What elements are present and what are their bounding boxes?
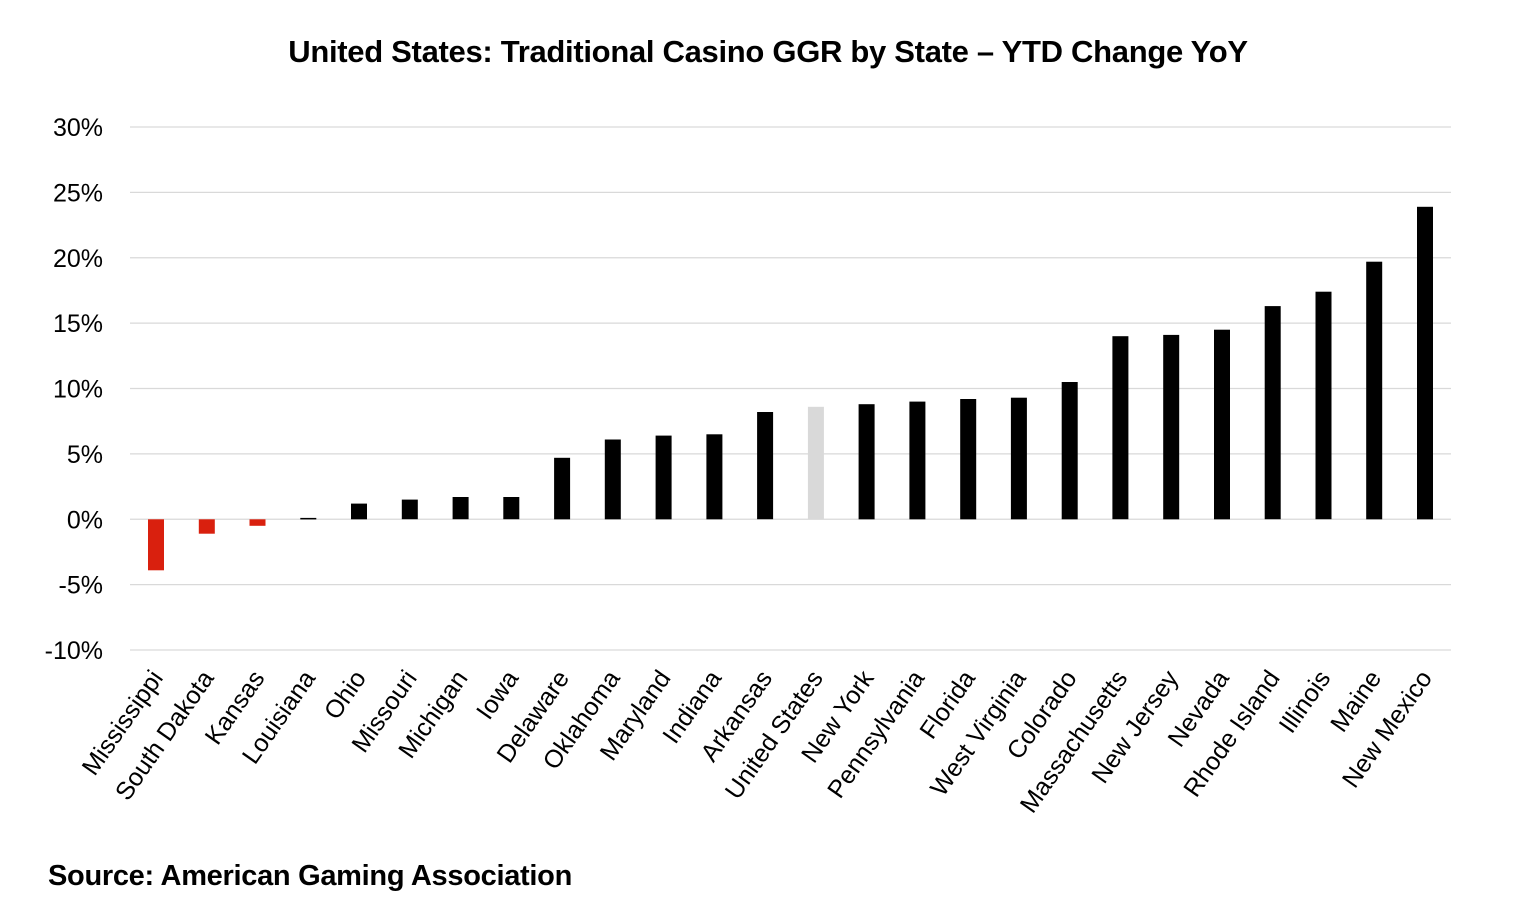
bar-new-mexico [1417, 206, 1433, 520]
source-note: Source: American Gaming Association [48, 860, 572, 892]
y-tick-label: 15% [53, 310, 103, 338]
x-tick-label: Illinois [1274, 665, 1337, 738]
y-tick-label: 5% [67, 441, 103, 469]
bar-arkansas [757, 412, 774, 520]
y-tick-label: 20% [53, 245, 103, 273]
bar-florida [960, 399, 977, 520]
bar-mississippi [148, 519, 164, 571]
bar-maine [1366, 261, 1383, 520]
bar-south-dakota [198, 519, 215, 534]
bar-oklahoma [604, 439, 621, 520]
bar-indiana [706, 434, 723, 520]
bar-kansas [249, 519, 266, 526]
bar-ohio [351, 503, 367, 520]
bar-louisiana [300, 517, 317, 520]
y-tick-label: -10% [45, 637, 103, 665]
bar-new-york [858, 404, 875, 520]
y-tick-label: 25% [53, 179, 103, 207]
y-axis-tick-labels: 30% 25% 20% 15% 10% 5% 0% -5% -10% [45, 114, 103, 665]
chart-title: United States: Traditional Casino GGR by… [288, 34, 1248, 69]
bar-new-jersey [1163, 334, 1180, 520]
bar-michigan [452, 497, 469, 520]
bar-nevada [1214, 329, 1230, 520]
bar-west-virginia [1010, 397, 1027, 520]
bar-colorado [1061, 382, 1078, 520]
bar-united-states [807, 406, 824, 520]
bar-maryland [655, 435, 672, 520]
bar-pennsylvania [909, 401, 926, 520]
y-tick-label: 0% [67, 506, 103, 534]
bar-missouri [401, 499, 418, 520]
y-tick-label: -5% [59, 572, 103, 600]
bar-illinois [1315, 291, 1332, 520]
bars [148, 206, 1433, 571]
y-tick-label: 30% [53, 114, 103, 142]
bar-massachusetts [1112, 336, 1129, 520]
bar-rhode-island [1264, 306, 1281, 520]
gridlines [130, 126, 1451, 651]
y-tick-label: 10% [53, 376, 103, 404]
bar-delaware [554, 457, 571, 520]
bar-iowa [503, 497, 520, 520]
